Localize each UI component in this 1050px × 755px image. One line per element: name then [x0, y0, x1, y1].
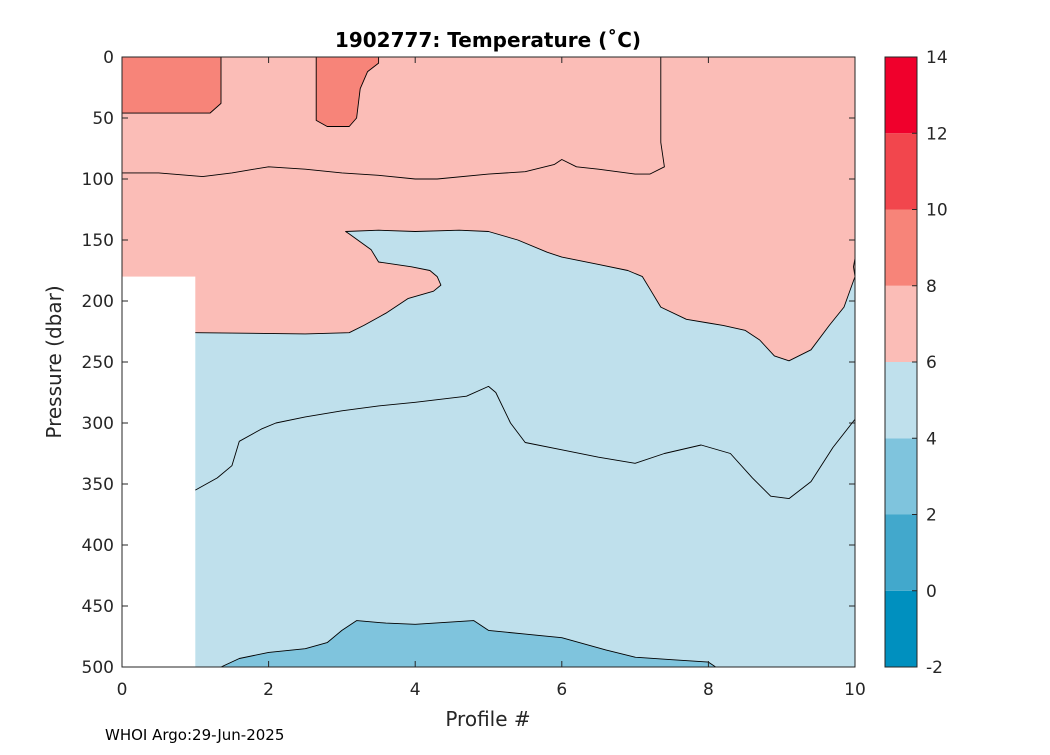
- chart-title: 1902777: Temperature (˚C): [335, 28, 641, 52]
- contour-fills: [122, 57, 855, 667]
- colorbar-segment: [885, 514, 917, 591]
- fill-band-8-10-patch: [316, 57, 379, 127]
- y-tick-label: 500: [82, 658, 114, 678]
- x-tick-label: 0: [117, 680, 128, 700]
- contour-line-8: [315, 57, 380, 127]
- y-tick-label: 0: [103, 48, 114, 68]
- colorbar-tick-label: 14: [926, 48, 948, 68]
- colorbar-tick-label: -2: [926, 658, 943, 678]
- colorbar-tick-label: 12: [926, 124, 948, 144]
- footer-credit: WHOI Argo:29-Jun-2025: [105, 726, 284, 744]
- fill-band-8-10-patch: [122, 57, 221, 114]
- contour-line-4: [220, 620, 716, 667]
- contour-line-6: [195, 229, 855, 362]
- x-axis-label: Profile #: [445, 707, 530, 731]
- colorbar-tick-label: 4: [926, 429, 937, 449]
- contour-line-7: [122, 57, 665, 180]
- y-tick-label: 200: [82, 292, 114, 312]
- y-tick-label: 150: [82, 231, 114, 251]
- fill-band-2-4: [221, 620, 716, 667]
- x-tick-label: 6: [556, 680, 567, 700]
- colorbar-tick-label: 8: [926, 277, 937, 297]
- y-tick-label: 50: [92, 109, 114, 129]
- colorbar-tick-label: 10: [926, 201, 948, 221]
- plot-area: [122, 57, 855, 667]
- x-tick-label: 4: [410, 680, 421, 700]
- no-data-region: [122, 276, 196, 667]
- colorbar-segment: [885, 209, 917, 286]
- colorbar-segment: [885, 285, 917, 362]
- colorbar-tick-label: 0: [926, 582, 937, 602]
- colorbar-segment: [885, 362, 917, 439]
- contour-line-8: [122, 57, 222, 114]
- fill-band-6-8: [122, 57, 855, 361]
- colorbar: -2 0 2 4 6 8 10 12 14: [884, 48, 948, 678]
- x-tick-label: 10: [844, 680, 866, 700]
- contour-line-5: [195, 385, 855, 500]
- y-tick-label: 100: [82, 170, 114, 190]
- y-tick-label: 300: [82, 414, 114, 434]
- colorbar-segment: [885, 133, 917, 210]
- y-tick-label: 250: [82, 353, 114, 373]
- y-tick-label: 450: [82, 597, 114, 617]
- x-tick-label: 8: [703, 680, 714, 700]
- colorbar-tick-label: 6: [926, 353, 937, 373]
- y-tick-label: 350: [82, 475, 114, 495]
- colorbar-segment: [885, 57, 917, 134]
- colorbar-tick-label: 2: [926, 506, 937, 526]
- y-axis-label: Pressure (dbar): [42, 285, 66, 438]
- x-tick-label: 2: [263, 680, 274, 700]
- colorbar-segment: [885, 590, 917, 667]
- y-tick-label: 400: [82, 536, 114, 556]
- colorbar-segment: [885, 438, 917, 515]
